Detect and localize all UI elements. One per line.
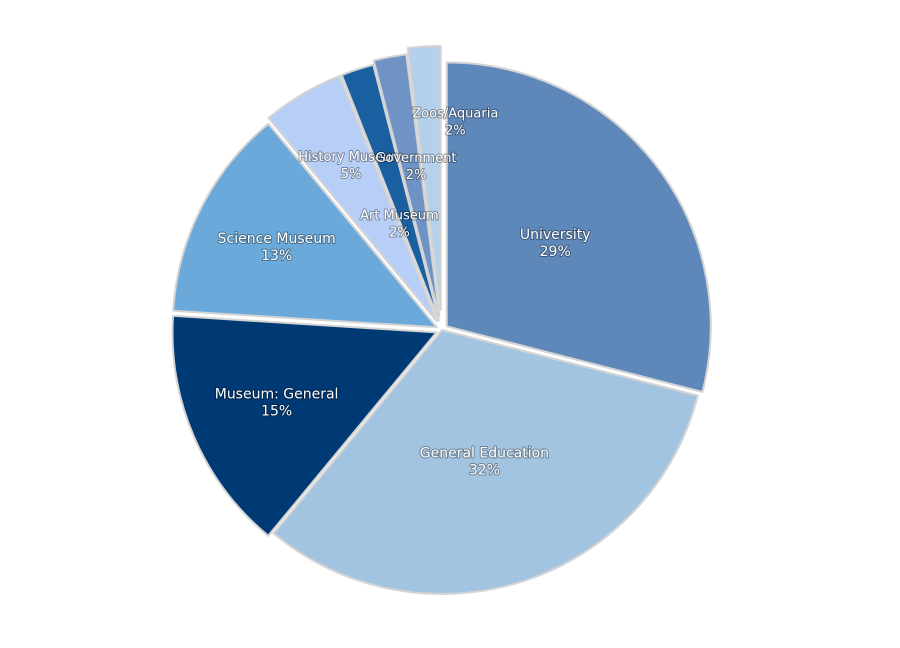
- slice-category-label: Government: [375, 151, 456, 166]
- slice-category-label: Zoos/Aquaria: [412, 107, 498, 122]
- pie-slice-zoos-aquaria: [406, 45, 442, 312]
- slice-percent-label: 15%: [261, 404, 292, 420]
- slice-category-label: Museum: General: [215, 387, 339, 403]
- slice-percent-label: 2%: [445, 124, 466, 139]
- slice-label-zoos-aquaria: Zoos/Aquaria 2%: [412, 107, 498, 139]
- slice-percent-label: 2%: [406, 168, 427, 183]
- slice-percent-label: 5%: [341, 167, 362, 182]
- pie-slices: [171, 45, 712, 595]
- slice-label-art-museum: Art Museum 2%: [360, 209, 439, 241]
- pie-slice-university: [445, 61, 712, 393]
- slice-category-label: History Museum: [298, 150, 404, 165]
- slice-category-label: Science Museum: [218, 231, 336, 247]
- slice-category-label: Art Museum: [360, 209, 439, 224]
- slice-label-science-museum: Science Museum 13%: [218, 231, 336, 264]
- slice-label-general-education: General Education 32%: [420, 446, 549, 479]
- slice-label-government: Government 2%: [375, 151, 456, 183]
- pie-slice-museum-general: [171, 314, 438, 537]
- pie-labels: University 29% General Education 32% Museum:…: [214, 106, 592, 480]
- pie-slice-government: [372, 53, 441, 318]
- slice-percent-label: 2%: [389, 226, 410, 241]
- pie-slice-art-museum: [340, 63, 440, 322]
- slice-label-history-museum: History Museum 5%: [298, 150, 404, 182]
- slice-category-label: General Education: [420, 446, 549, 462]
- pie-slice-science-museum: [172, 122, 438, 329]
- slice-label-university: University 29%: [520, 227, 591, 260]
- pie-slice-history-museum: [267, 74, 438, 323]
- slice-percent-label: 32%: [469, 463, 500, 479]
- slice-label-museum-general: Museum: General 15%: [215, 387, 339, 420]
- pie-slice-general-education: [272, 329, 699, 595]
- slice-percent-label: 13%: [261, 248, 292, 264]
- slice-percent-label: 29%: [540, 244, 571, 260]
- slice-category-label: University: [520, 227, 591, 243]
